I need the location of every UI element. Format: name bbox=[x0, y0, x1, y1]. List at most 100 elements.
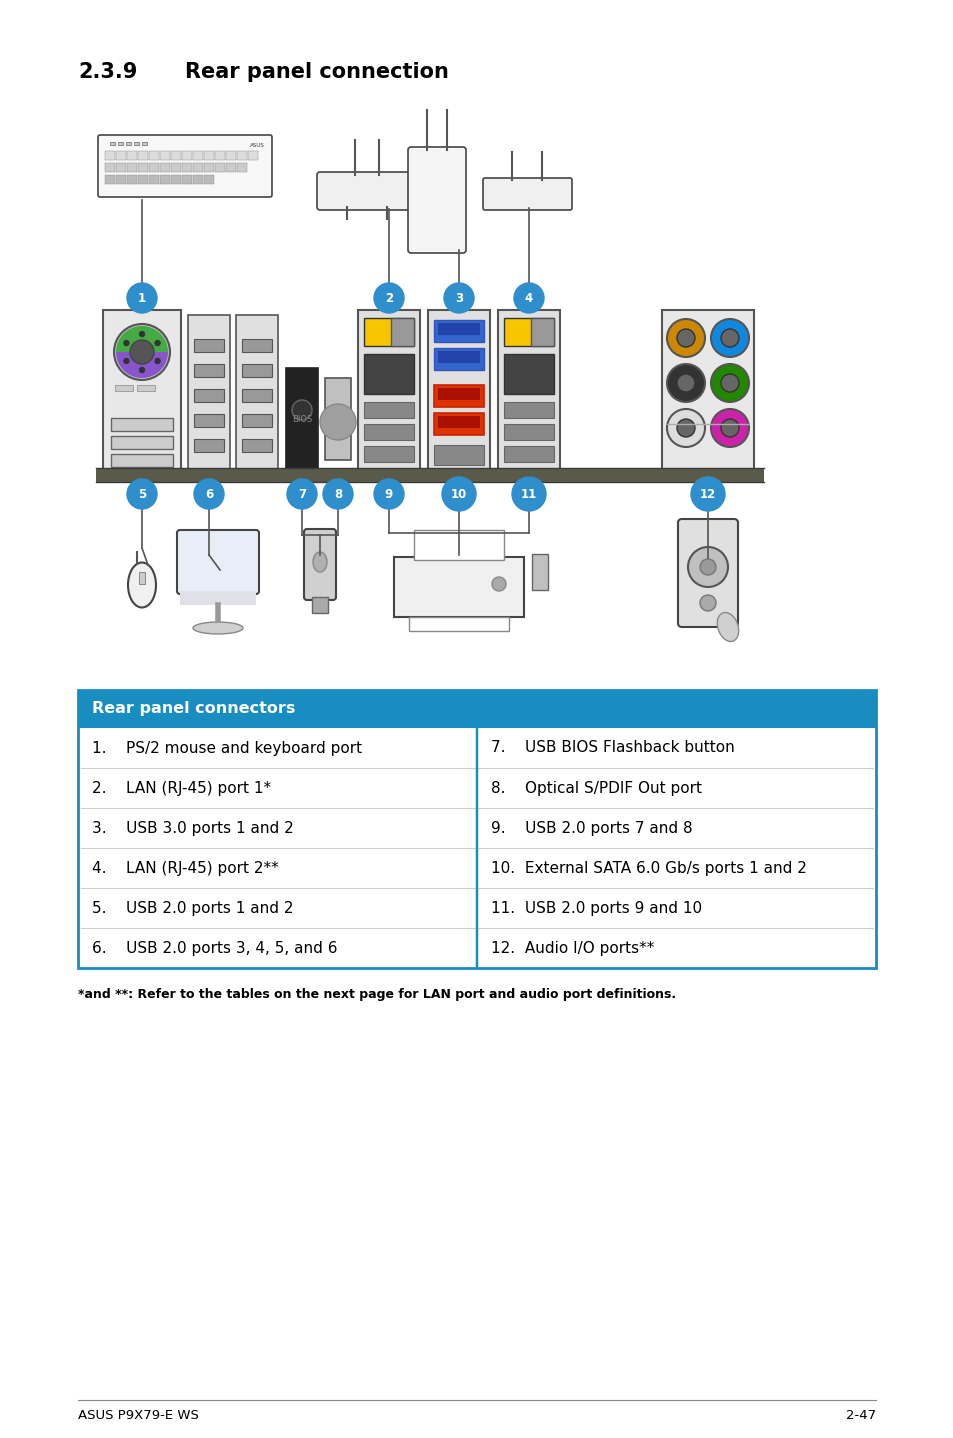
Text: 2.    LAN (RJ-45) port 1*: 2. LAN (RJ-45) port 1* bbox=[91, 781, 271, 795]
Text: 6: 6 bbox=[205, 487, 213, 500]
Circle shape bbox=[666, 319, 704, 357]
Bar bbox=[182, 175, 192, 184]
Bar bbox=[503, 403, 554, 418]
Bar bbox=[138, 175, 148, 184]
Circle shape bbox=[130, 339, 153, 364]
Bar bbox=[103, 311, 181, 472]
Text: 2-47: 2-47 bbox=[845, 1409, 875, 1422]
FancyBboxPatch shape bbox=[98, 135, 272, 197]
Text: 3: 3 bbox=[455, 292, 462, 305]
Bar bbox=[78, 889, 875, 928]
Bar bbox=[78, 690, 875, 968]
Circle shape bbox=[720, 418, 739, 437]
Text: ASUS P9X79-E WS: ASUS P9X79-E WS bbox=[78, 1409, 198, 1422]
Bar bbox=[242, 339, 272, 352]
Circle shape bbox=[323, 479, 353, 509]
Circle shape bbox=[155, 341, 160, 345]
Bar bbox=[193, 439, 224, 452]
Ellipse shape bbox=[128, 562, 156, 607]
Bar bbox=[182, 162, 192, 173]
Bar bbox=[171, 162, 181, 173]
Text: 5.    USB 2.0 ports 1 and 2: 5. USB 2.0 ports 1 and 2 bbox=[91, 900, 294, 916]
Bar bbox=[532, 554, 547, 590]
Bar bbox=[160, 162, 170, 173]
FancyBboxPatch shape bbox=[304, 529, 335, 600]
Bar bbox=[364, 318, 414, 347]
Bar bbox=[105, 151, 115, 160]
Bar bbox=[286, 368, 317, 472]
Bar bbox=[391, 318, 414, 347]
Circle shape bbox=[319, 404, 355, 440]
Bar bbox=[78, 768, 875, 808]
Text: 12.  Audio I/O ports**: 12. Audio I/O ports** bbox=[491, 940, 654, 955]
Circle shape bbox=[514, 283, 543, 313]
Bar bbox=[428, 311, 490, 472]
Bar bbox=[127, 162, 137, 173]
Bar bbox=[149, 175, 159, 184]
Circle shape bbox=[677, 418, 695, 437]
Bar bbox=[434, 385, 483, 407]
Bar bbox=[364, 446, 414, 462]
Text: 10.  External SATA 6.0 Gb/s ports 1 and 2: 10. External SATA 6.0 Gb/s ports 1 and 2 bbox=[491, 860, 806, 876]
Text: 8.    Optical S/PDIF Out port: 8. Optical S/PDIF Out port bbox=[491, 781, 701, 795]
Bar bbox=[116, 162, 126, 173]
Bar bbox=[188, 315, 230, 472]
Circle shape bbox=[193, 479, 224, 509]
Bar bbox=[78, 928, 875, 968]
Text: *and **: Refer to the tables on the next page for LAN port and audio port defini: *and **: Refer to the tables on the next… bbox=[78, 988, 676, 1001]
FancyBboxPatch shape bbox=[408, 147, 465, 253]
Bar bbox=[503, 446, 554, 462]
Circle shape bbox=[127, 479, 157, 509]
Circle shape bbox=[124, 341, 129, 345]
Bar bbox=[127, 175, 137, 184]
Bar bbox=[434, 321, 483, 342]
Bar bbox=[236, 162, 247, 173]
Bar bbox=[115, 385, 132, 391]
Bar bbox=[204, 151, 213, 160]
Text: 2.3.9: 2.3.9 bbox=[78, 62, 137, 82]
Bar bbox=[118, 142, 123, 145]
Bar bbox=[414, 531, 503, 559]
Bar bbox=[149, 151, 159, 160]
Text: 8: 8 bbox=[334, 487, 342, 500]
Bar bbox=[137, 385, 154, 391]
Bar bbox=[242, 414, 272, 427]
FancyBboxPatch shape bbox=[678, 519, 738, 627]
Text: 6.    USB 2.0 ports 3, 4, 5, and 6: 6. USB 2.0 ports 3, 4, 5, and 6 bbox=[91, 940, 337, 955]
Text: 7.    USB BIOS Flashback button: 7. USB BIOS Flashback button bbox=[491, 741, 734, 755]
Circle shape bbox=[720, 329, 739, 347]
Bar bbox=[503, 424, 554, 440]
Bar bbox=[111, 418, 172, 431]
Bar bbox=[236, 151, 247, 160]
Bar bbox=[434, 413, 483, 436]
Circle shape bbox=[666, 364, 704, 403]
Circle shape bbox=[139, 368, 144, 372]
Text: 2: 2 bbox=[384, 292, 393, 305]
Text: 9.    USB 2.0 ports 7 and 8: 9. USB 2.0 ports 7 and 8 bbox=[491, 821, 692, 835]
Bar bbox=[138, 151, 148, 160]
Bar bbox=[160, 175, 170, 184]
Circle shape bbox=[700, 559, 716, 575]
Circle shape bbox=[443, 283, 474, 313]
Wedge shape bbox=[116, 326, 168, 352]
Text: Rear panel connectors: Rear panel connectors bbox=[91, 702, 295, 716]
Bar bbox=[235, 315, 277, 472]
Bar bbox=[149, 162, 159, 173]
Bar bbox=[364, 403, 414, 418]
Bar bbox=[531, 318, 554, 347]
Bar bbox=[204, 162, 213, 173]
Bar bbox=[116, 175, 126, 184]
Circle shape bbox=[127, 283, 157, 313]
Ellipse shape bbox=[313, 552, 327, 572]
Circle shape bbox=[690, 477, 724, 510]
Text: 7: 7 bbox=[297, 487, 306, 500]
Bar bbox=[226, 151, 235, 160]
Text: 3.    USB 3.0 ports 1 and 2: 3. USB 3.0 ports 1 and 2 bbox=[91, 821, 294, 835]
Bar bbox=[214, 162, 225, 173]
Bar bbox=[116, 151, 126, 160]
Bar bbox=[204, 175, 213, 184]
Circle shape bbox=[155, 358, 160, 364]
Circle shape bbox=[113, 324, 170, 380]
Bar bbox=[364, 424, 414, 440]
Bar bbox=[661, 311, 753, 472]
